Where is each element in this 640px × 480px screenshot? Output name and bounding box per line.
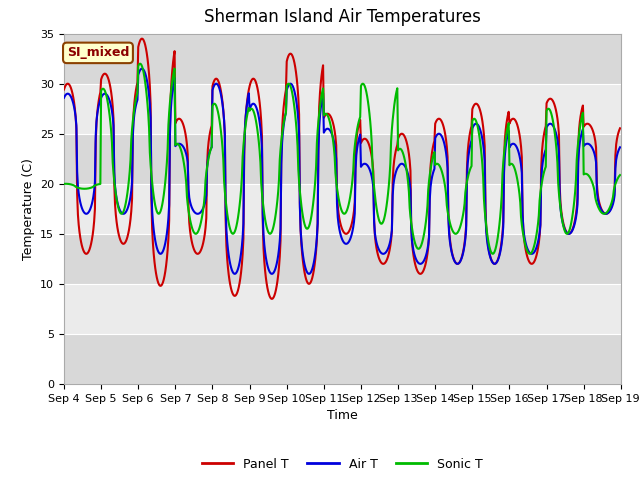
Bar <box>64 334 621 384</box>
Bar <box>64 134 621 184</box>
Text: SI_mixed: SI_mixed <box>67 47 129 60</box>
Bar <box>64 84 621 134</box>
Legend: Panel T, Air T, Sonic T: Panel T, Air T, Sonic T <box>196 453 488 476</box>
Bar <box>64 284 621 334</box>
Y-axis label: Temperature (C): Temperature (C) <box>22 158 35 260</box>
X-axis label: Time: Time <box>327 409 358 422</box>
Bar <box>64 34 621 84</box>
Bar <box>64 184 621 234</box>
Title: Sherman Island Air Temperatures: Sherman Island Air Temperatures <box>204 9 481 26</box>
Bar <box>64 234 621 284</box>
